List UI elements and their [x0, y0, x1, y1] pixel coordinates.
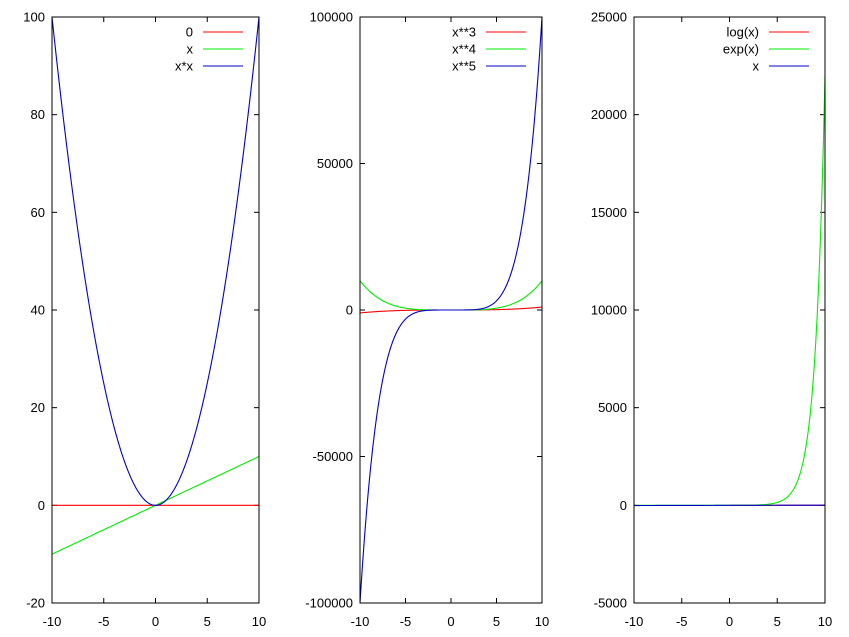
x-tick-label: 10: [818, 614, 832, 629]
legend-label: x: [187, 42, 194, 57]
series-line-3: [52, 17, 259, 506]
y-tick-label: 50000: [317, 156, 353, 171]
chart-panel-3: -10 -5 0 5 10 -5000 0 5000 10000 15000 20000 25000 l…: [591, 10, 832, 630]
chart-panel-2: -10 -5 0 5 10-100000-50000050000100000x**3x*…: [305, 10, 549, 630]
y-tick-label: 40: [31, 303, 45, 318]
x-tick-label: -10: [625, 614, 644, 629]
x-tick-label: 5: [774, 614, 781, 629]
legend-label: exp(x): [723, 42, 759, 57]
y-tick-label: 25000: [591, 10, 627, 25]
plot-frame: [633, 16, 826, 604]
plot-frame: [51, 16, 260, 604]
x-tick-label: 0: [447, 614, 454, 629]
y-tick-label: 0: [38, 498, 45, 513]
series-group: [360, 17, 542, 603]
x-tick-label: 5: [493, 614, 500, 629]
legend-label: x**4: [452, 42, 476, 57]
y-tick-label: -50000: [313, 449, 353, 464]
x-tick-label: 0: [152, 614, 159, 629]
y-tick-label: 5000: [598, 400, 627, 415]
x-tick-label: 0: [726, 614, 733, 629]
y-tick-label: -100000: [305, 596, 353, 611]
y-tick-label: -5000: [594, 596, 627, 611]
legend: log(x) exp(x) x: [723, 25, 809, 74]
legend: 0 x x*x: [175, 25, 243, 74]
series-line-3: [360, 17, 542, 603]
x-tick-label: -10: [43, 614, 62, 629]
legend-label: x*x: [175, 59, 194, 74]
series-group: [634, 75, 825, 507]
y-tick-label: 60: [31, 205, 45, 220]
x-tick-label: -5: [676, 614, 688, 629]
legend-label: x**3: [452, 25, 476, 40]
y-tick-label: 80: [31, 107, 45, 122]
plot-frame: [359, 16, 543, 604]
x-tick-label: 10: [252, 614, 266, 629]
x-tick-label: -5: [98, 614, 110, 629]
x-tick-label: 10: [535, 614, 549, 629]
legend-label: x: [753, 59, 760, 74]
y-tick-label: 0: [620, 498, 627, 513]
y-tick-label: 20: [31, 400, 45, 415]
y-tick-label: 100000: [310, 10, 353, 25]
y-tick-label: 15000: [591, 205, 627, 220]
y-tick-label: 10000: [591, 303, 627, 318]
legend-label: log(x): [726, 25, 759, 40]
y-tick-label: -20: [26, 596, 45, 611]
chart-panel-1: -10 -5 0 5 10 -20 0 20 40 60 80 100 0 x x*x: [23, 10, 266, 630]
series-group: [52, 17, 259, 555]
x-tick-label: 5: [204, 614, 211, 629]
y-tick-label: 0: [346, 303, 353, 318]
x-tick-label: -10: [351, 614, 370, 629]
legend-label: 0: [186, 25, 193, 40]
y-tick-label: 20000: [591, 107, 627, 122]
x-tick-label: -5: [400, 614, 412, 629]
legend-label: x**5: [452, 59, 476, 74]
y-tick-label: 100: [23, 10, 45, 25]
legend: x**3 x**4 x**5: [452, 25, 526, 74]
